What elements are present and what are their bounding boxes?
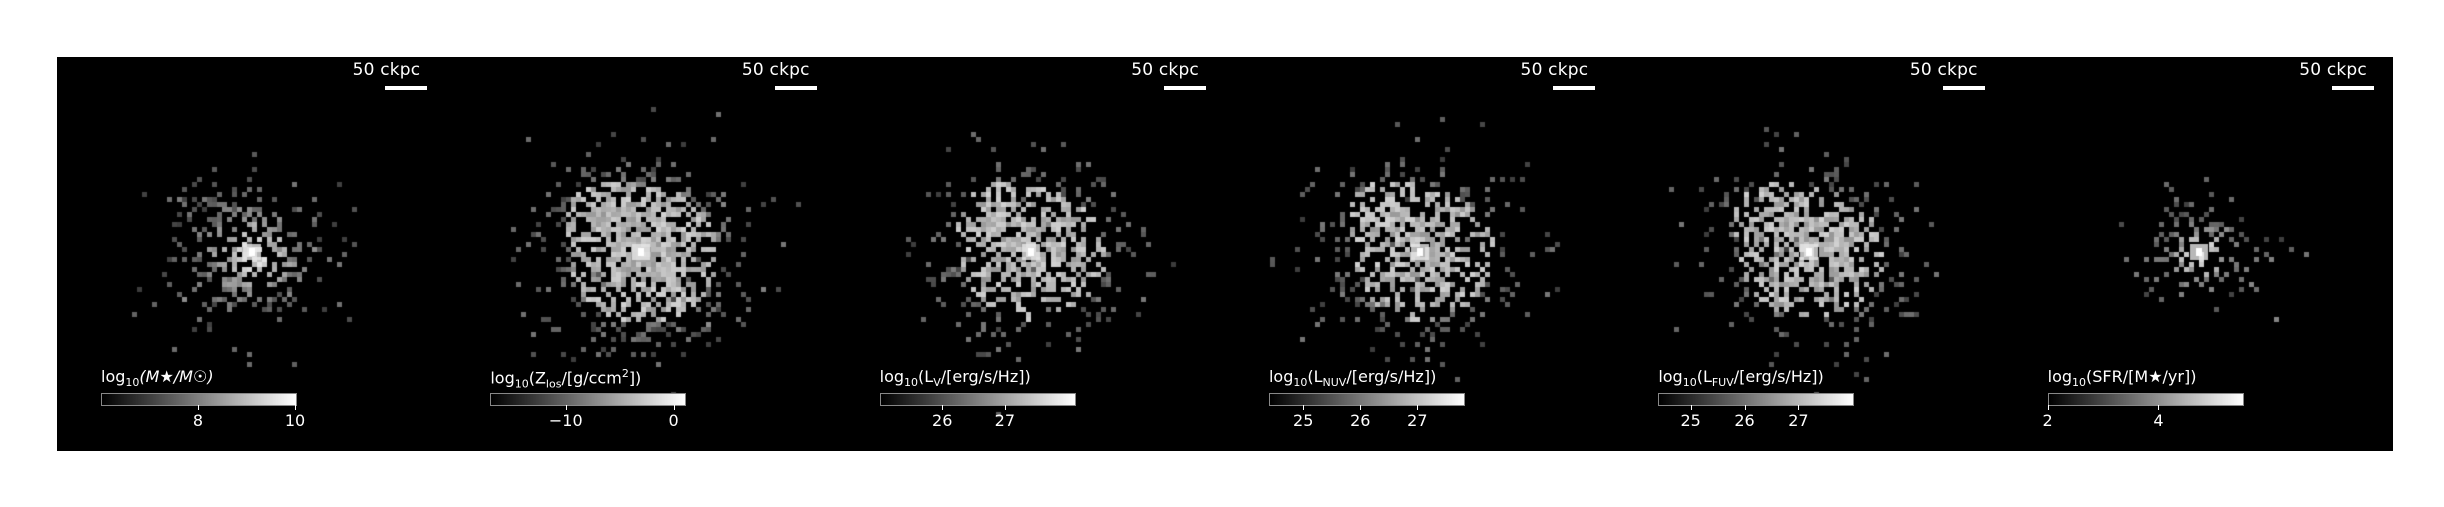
colorbar-title: log10(M★/M☉)	[101, 367, 214, 390]
colorbar-tick	[295, 405, 296, 410]
colorbar	[1658, 393, 1855, 406]
scalebar-line	[385, 86, 428, 90]
scalebar-line	[774, 86, 817, 90]
colorbar	[1268, 393, 1465, 406]
colorbar-tick-label: 4	[2153, 411, 2164, 430]
colorbar-tick	[1004, 405, 1006, 410]
scalebar-label: 50 ckpc	[1909, 60, 1978, 80]
scalebar-label: 50 ckpc	[741, 60, 810, 80]
colorbar-tick	[2158, 405, 2160, 410]
sfr-map	[2003, 57, 2393, 451]
panel-fuv: 50 ckpc log10(LFUV/[erg/s/Hz]) 25 26 27	[1614, 57, 2004, 451]
metallicity-map	[446, 57, 836, 451]
panel-metallicity: 50 ckpc log10(Zlos/[g/ccm2]) −10 0	[446, 57, 836, 451]
scalebar-line	[1553, 86, 1596, 90]
panel-stellar-mass: 50 ckpc log10(M★/M☉) 8 10	[57, 57, 447, 451]
colorbar-title: log10(SFR/[M★/yr])	[2047, 367, 2197, 390]
colorbar-tick-label: 26	[1350, 411, 1371, 430]
panel-nuv: 50 ckpc log10(LNUV/[erg/s/Hz]) 25 26 27	[1224, 57, 1615, 451]
scalebar-label: 50 ckpc	[1131, 60, 1199, 80]
colorbar-tick	[2047, 405, 2049, 410]
colorbar-tick	[198, 405, 199, 410]
scalebar-line	[1942, 86, 1985, 90]
colorbar-title: log10(Zlos/[g/ccm2])	[490, 367, 642, 391]
colorbar-title: log10(LV/[erg/s/Hz])	[879, 367, 1031, 390]
colorbar-tick	[565, 405, 567, 410]
scalebar-line	[1163, 86, 1206, 90]
colorbar-tick	[942, 405, 944, 410]
colorbar-tick	[1690, 405, 1692, 410]
colorbar-tick	[1417, 405, 1419, 410]
colorbar-tick-label: 27	[1788, 411, 1809, 430]
colorbar-tick-label: 25	[1680, 411, 1701, 430]
colorbar-title: log10(LNUV/[erg/s/Hz])	[1268, 367, 1437, 390]
v-band-map	[835, 57, 1225, 451]
panel-sfr: 50 ckpc log10(SFR/[M★/yr]) 2 4	[2003, 57, 2393, 451]
colorbar-tick-label: 2	[2042, 411, 2053, 430]
nuv-map	[1224, 57, 1614, 451]
colorbar-tick-label: 27	[1407, 411, 1428, 430]
colorbar-tick	[1744, 405, 1746, 410]
colorbar-tick-label: 0	[668, 411, 679, 430]
colorbar-title: log10(LFUV/[erg/s/Hz])	[1658, 367, 1824, 390]
image-strip: 50 ckpc log10(M★/M☉) 8 10 50 ckpc log10(Z…	[57, 57, 2393, 451]
colorbar	[2047, 393, 2244, 406]
colorbar-tick-label: 27	[994, 411, 1015, 430]
scalebar-label: 50 ckpc	[2299, 60, 2367, 80]
colorbar	[490, 393, 687, 406]
scalebar-label: 50 ckpc	[1520, 60, 1589, 80]
colorbar-tick	[1360, 405, 1362, 410]
colorbar-tick	[673, 405, 675, 410]
scalebar-label: 50 ckpc	[352, 60, 421, 80]
stellar-mass-map	[57, 57, 446, 451]
colorbar-tick-label: 8	[192, 411, 204, 430]
colorbar-tick	[1798, 405, 1800, 410]
colorbar	[101, 393, 297, 406]
fuv-map	[1614, 57, 2004, 451]
colorbar	[879, 393, 1076, 406]
colorbar-tick-label: 26	[932, 411, 953, 430]
colorbar-tick-label: −10	[548, 411, 583, 430]
colorbar-tick-label: 26	[1734, 411, 1755, 430]
colorbar-tick-label: 10	[284, 411, 306, 430]
colorbar-tick-label: 25	[1293, 411, 1314, 430]
panel-v-band: 50 ckpc log10(LV/[erg/s/Hz]) 26 27	[835, 57, 1225, 451]
colorbar-tick	[1303, 405, 1305, 410]
scalebar-line	[2331, 86, 2374, 90]
